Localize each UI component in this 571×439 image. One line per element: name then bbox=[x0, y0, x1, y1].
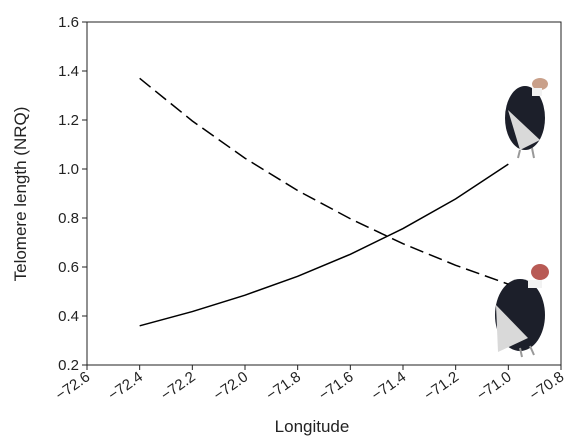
y-tick-label: 0.6 bbox=[58, 259, 79, 276]
data-line bbox=[139, 77, 509, 285]
condor-bottom bbox=[495, 264, 549, 358]
y-tick-label: 1.4 bbox=[58, 63, 79, 80]
x-tick-label: −71.2 bbox=[421, 368, 462, 404]
x-tick-label: −71.0 bbox=[474, 368, 515, 404]
x-tick-label: −70.8 bbox=[526, 368, 567, 404]
x-tick-label: −71.4 bbox=[368, 368, 409, 404]
x-tick-label: −72.2 bbox=[158, 368, 199, 404]
y-axis-label: Telomere length (NRQ) bbox=[11, 107, 30, 282]
y-tick-label: 0.2 bbox=[58, 357, 79, 374]
x-tick-label: −71.6 bbox=[316, 368, 357, 404]
y-tick-label: 1.0 bbox=[58, 161, 79, 178]
x-tick-label: −72.4 bbox=[105, 368, 146, 404]
condor-top bbox=[505, 78, 548, 159]
y-tick-label: 0.4 bbox=[58, 308, 79, 325]
x-axis-label: Longitude bbox=[275, 417, 350, 436]
data-line bbox=[139, 163, 509, 327]
x-tick-label: −71.8 bbox=[263, 368, 304, 404]
y-tick-label: 0.8 bbox=[58, 210, 79, 227]
y-tick-label: 1.2 bbox=[58, 112, 79, 129]
x-tick-label: −72.0 bbox=[210, 368, 251, 404]
plot-frame bbox=[86, 21, 562, 366]
y-tick-label: 1.6 bbox=[58, 14, 79, 31]
